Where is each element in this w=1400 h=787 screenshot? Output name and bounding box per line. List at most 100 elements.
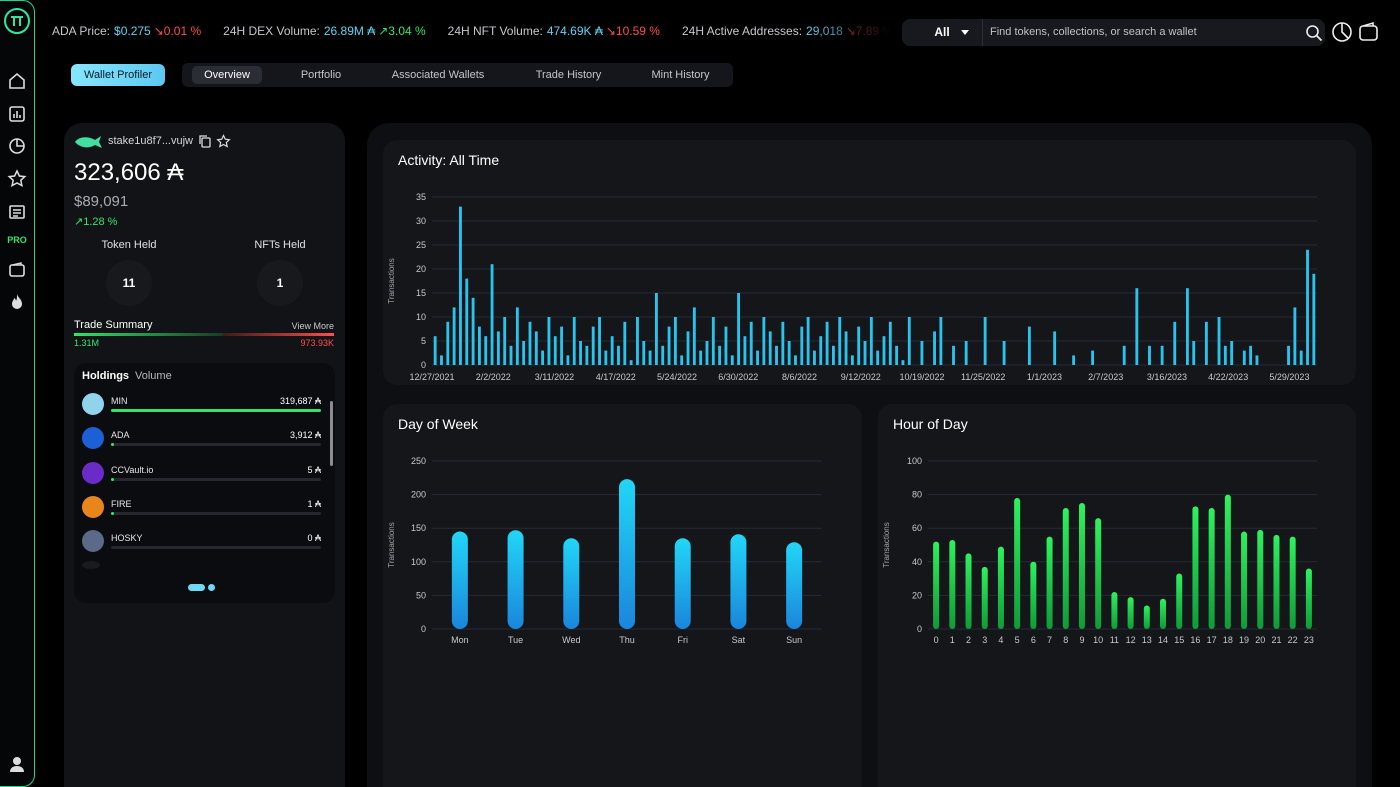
volume-tab[interactable]: Volume <box>135 370 172 382</box>
bar <box>598 317 601 365</box>
ticker-value: 26.89M ₳ <box>323 24 376 38</box>
bar <box>1002 341 1006 365</box>
bar <box>553 336 557 365</box>
view-more-link[interactable]: View More <box>291 321 334 331</box>
x-tick-label: 12 <box>1126 635 1136 645</box>
logo[interactable] <box>3 7 31 35</box>
bar <box>901 360 905 365</box>
token-name: MIN <box>111 396 128 406</box>
search-box[interactable]: All Find tokens, collections, or search … <box>902 19 1325 46</box>
pro-badge[interactable]: PRO <box>7 235 27 245</box>
pie-icon[interactable] <box>7 136 27 156</box>
bar <box>1289 536 1296 629</box>
token-track <box>111 511 321 515</box>
y-tick-label: 60 <box>912 523 922 533</box>
bar <box>566 355 570 365</box>
profile-card: stake1u8f7...vujw 323,606 ₳ $89,091 ↗1.2… <box>64 123 345 787</box>
home-icon[interactable] <box>7 71 27 91</box>
search-icon[interactable] <box>1305 24 1323 42</box>
bar <box>1046 536 1053 629</box>
bar <box>831 345 835 365</box>
bar <box>1091 350 1095 365</box>
sell-volume: 973.93K <box>300 338 334 348</box>
bar <box>528 321 532 365</box>
search-filter[interactable]: All <box>902 19 983 46</box>
x-tick-label: Thu <box>619 635 635 645</box>
x-tick-label: 20 <box>1255 635 1265 645</box>
x-tick-label: 19 <box>1239 635 1249 645</box>
x-tick-label: 3/11/2022 <box>535 372 574 382</box>
x-tick-label: 12/27/2021 <box>409 372 454 382</box>
bar <box>768 331 772 365</box>
bar <box>1143 605 1150 629</box>
token-amount: 319,687 ₳ <box>279 396 321 406</box>
bar <box>563 538 580 629</box>
chart-icon[interactable] <box>7 104 27 124</box>
bar <box>1160 345 1164 365</box>
x-tick-label: 2/7/2023 <box>1088 372 1123 382</box>
y-axis-label: Transactions <box>387 522 396 568</box>
holdings-tab[interactable]: Holdings <box>82 370 130 382</box>
buy-bar <box>74 333 224 336</box>
bar <box>619 479 635 629</box>
ticker-label: 24H Active Addresses: <box>681 24 803 38</box>
bar <box>547 317 551 365</box>
user-icon[interactable] <box>7 754 27 774</box>
copy-icon[interactable] <box>198 134 212 148</box>
token-name: ADA <box>111 430 130 441</box>
bar <box>680 355 684 365</box>
x-tick-label: Sun <box>786 635 802 645</box>
bar <box>591 326 595 365</box>
search-placeholder[interactable]: Find tokens, collections, or search a wa… <box>990 26 1197 38</box>
tab[interactable]: Overview <box>192 66 262 84</box>
wallet-change: ↗1.28 % <box>74 216 118 228</box>
bar <box>933 541 940 629</box>
page-dot[interactable] <box>208 584 215 591</box>
bar <box>907 317 911 365</box>
bar <box>636 317 639 365</box>
wallet-icon[interactable] <box>7 260 27 280</box>
y-tick-label: 30 <box>416 216 426 226</box>
tab[interactable]: Portfolio <box>300 69 342 81</box>
y-tick-label: 100 <box>411 557 426 567</box>
y-tick-label: 0 <box>421 360 426 370</box>
bar <box>933 331 936 365</box>
bar <box>465 278 469 365</box>
star-icon[interactable] <box>7 169 27 189</box>
ticker-label: 24H DEX Volume: <box>223 24 320 38</box>
ticker-change: ↘10.59 % <box>605 24 660 38</box>
tab[interactable]: Associated Wallets <box>391 69 485 81</box>
x-tick-label: 8/6/2022 <box>782 372 817 382</box>
bar <box>446 321 450 365</box>
fire-icon[interactable] <box>7 292 27 312</box>
x-tick-label: 1/1/2023 <box>1027 372 1062 382</box>
ticker-label: 24H NFT Volume: <box>447 24 543 38</box>
portfolio-icon[interactable] <box>1331 21 1353 43</box>
x-tick-label: 3/16/2023 <box>1147 372 1187 382</box>
bar <box>1135 288 1139 365</box>
page-dot-active[interactable] <box>188 584 205 591</box>
token-bar <box>111 511 114 515</box>
wallet-usd: $89,091 <box>74 193 129 210</box>
scrollbar[interactable] <box>330 401 333 466</box>
bar <box>623 321 627 365</box>
x-tick-label: 16 <box>1190 635 1200 645</box>
buy-volume: 1.31M <box>74 338 100 348</box>
favorite-icon[interactable] <box>216 134 231 149</box>
bar <box>857 326 861 365</box>
tool-button[interactable]: Wallet Profiler <box>71 64 165 86</box>
x-tick-label: 11 <box>1110 635 1119 645</box>
token-held: 11 <box>106 260 152 306</box>
token-amount: 3,912 ₳ <box>289 430 321 441</box>
bar <box>920 341 924 365</box>
tab[interactable]: Mint History <box>651 69 710 81</box>
bar <box>1217 317 1221 365</box>
x-tick-label: 10/19/2022 <box>899 372 944 382</box>
bar <box>433 336 437 365</box>
x-tick-label: 14 <box>1158 635 1168 645</box>
news-icon[interactable] <box>7 202 27 222</box>
tab[interactable]: Trade History <box>535 69 602 81</box>
token-bar <box>111 443 114 447</box>
y-tick-label: 80 <box>912 490 922 500</box>
wallet-connect-icon[interactable] <box>1358 21 1380 43</box>
